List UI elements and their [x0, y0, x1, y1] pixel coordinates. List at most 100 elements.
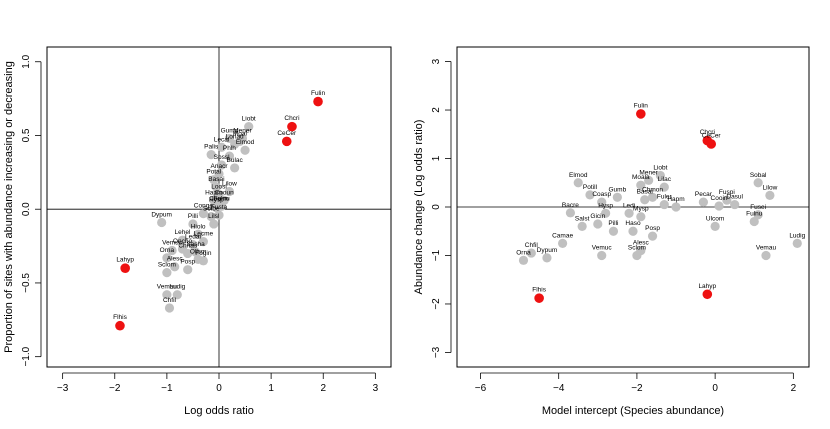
right-point-label-orna: Orna — [516, 249, 531, 256]
left-point-sclom — [162, 268, 172, 278]
right-point-vemuc — [597, 250, 607, 261]
left-highlight-label-fulin: Fulin — [311, 90, 325, 97]
left-point-label-fogin: Fogin — [195, 250, 212, 257]
right-point-ledi — [624, 208, 634, 218]
right-point-label-alesc: Alesc — [633, 240, 650, 247]
left-point-label-moal: Moal — [233, 130, 248, 137]
right-point-pecar — [698, 197, 709, 207]
right-point-camae — [558, 238, 568, 248]
right-y-tick-label: −1 — [431, 249, 442, 261]
left-point-label-vemuc: Vemuc — [162, 240, 183, 247]
right-point-potill — [585, 190, 595, 200]
right-point-label-ledi: Ledi — [623, 202, 635, 209]
right-point-label-lilac: Lilac — [658, 176, 672, 183]
left-point-label-alesc: Alesc — [167, 256, 184, 263]
right-point-salst — [577, 221, 587, 231]
right-x-tick-label: −6 — [475, 383, 487, 394]
right-highlight-label-flhis: Flhis — [532, 287, 546, 294]
left-point-label-lonad: Lonad — [226, 133, 244, 140]
right-point-label-mysp: Mysp — [633, 206, 649, 213]
left-point-vemuc — [167, 245, 177, 256]
right-point-label-fuler: Fuler — [657, 194, 673, 201]
right-highlight-point-lahyp — [702, 289, 713, 300]
right-point-fuler — [659, 199, 669, 210]
right-point-label-ulcom: Ulcom — [706, 215, 724, 222]
right-x-axis-title: Model intercept (Species abundance) — [542, 405, 724, 417]
right-point-label-sobal: Sobal — [750, 172, 767, 179]
right-point-alesc — [636, 246, 646, 256]
right-point-label-gumb: Gumb — [609, 186, 627, 193]
right-point-chfil — [526, 248, 536, 258]
left-x-tick-label: −3 — [57, 383, 69, 394]
right-point-elmod — [573, 178, 583, 188]
left-x-tick-label: 1 — [268, 383, 274, 394]
right-point-label-basai: Basai — [637, 189, 653, 196]
right-point-moala — [636, 180, 646, 190]
left-point-label-basai: Basai — [208, 176, 224, 183]
right-point-vemau — [761, 250, 771, 261]
right-point-posp — [647, 231, 658, 241]
left-point-label-fulnu: Fulnu — [213, 195, 230, 202]
left-point-label-solbe: Solbe — [203, 206, 220, 213]
right-point-label-dasul: Dasul — [726, 194, 743, 201]
left-point-solbe — [206, 211, 216, 222]
left-point-label-lehel: Lehel — [175, 229, 191, 236]
left-point-fogin — [198, 256, 208, 266]
left-highlight-point-chcri — [287, 121, 297, 132]
right-point-label-lilow: Lilow — [762, 184, 777, 191]
right-point-label-elmod: Elmod — [569, 172, 588, 179]
left-point-chfil — [164, 303, 175, 313]
left-point-label-loosl: Loosl — [211, 183, 227, 190]
left-x-tick-label: −2 — [109, 383, 121, 394]
left-point-elmod — [240, 145, 250, 155]
left-point-orna — [162, 253, 172, 263]
right-point-label-sclom: Sclom — [628, 244, 646, 251]
right-point-label-liobt: Liobt — [653, 164, 667, 171]
right-point-label-haso: Haso — [625, 220, 641, 227]
right-point-label-vemau: Vemau — [756, 244, 777, 251]
right-point-label-camae: Camae — [552, 232, 573, 239]
right-point-mener — [644, 175, 654, 185]
left-point-gump — [224, 133, 235, 144]
right-point-label-fulnu: Fulnu — [746, 211, 763, 218]
left-point-fulnu — [217, 201, 227, 211]
left-point-posp — [183, 265, 193, 275]
left-point-label-elmod: Elmod — [236, 139, 255, 146]
left-point-lehel — [177, 235, 188, 245]
left-point-hiolo — [193, 229, 203, 239]
left-highlight-point-flhis — [115, 320, 125, 331]
right-highlight-label-fulin: Fulin — [634, 102, 648, 109]
right-point-mysp — [636, 212, 646, 222]
right-point-label-chmon: Chmon — [642, 186, 663, 193]
left-point-label-vemau: Vemau — [157, 284, 178, 291]
right-point-label-pecar: Pecar — [695, 191, 713, 198]
left-highlight-label-cecer: CeCer — [277, 130, 297, 137]
right-x-tick-label: −4 — [553, 383, 565, 394]
left-point-lecal — [217, 142, 227, 152]
left-highlight-label-chcri: Chcri — [284, 115, 299, 122]
right-point-orna — [518, 255, 529, 265]
left-point-label-anacr: Anacr — [211, 163, 229, 170]
right-point-coasp — [597, 197, 607, 207]
left-point-moal — [235, 136, 245, 146]
right-point-cooin — [714, 201, 724, 211]
right-point-lilac — [659, 182, 669, 192]
right-highlight-label-lahyp: Lahyp — [698, 283, 716, 290]
left-point-ludig — [172, 290, 182, 300]
left-point-hapm — [209, 195, 219, 205]
left-point-label-ludig: Ludig — [169, 284, 185, 291]
right-point-ulcom — [710, 221, 720, 231]
left-point-label-dypum: Dypum — [151, 211, 172, 218]
left-point-label-conge: Conge — [194, 203, 214, 210]
left-y-tick-label: 0.0 — [21, 202, 32, 216]
right-point-label-potill: Potill — [583, 184, 598, 191]
right-point-label-chfil: Chfil — [525, 242, 539, 249]
left-y-tick-label: 0.5 — [21, 128, 32, 142]
right-point-label-ludig: Ludig — [789, 232, 805, 239]
right-x-tick-label: 2 — [791, 383, 797, 394]
left-y-tick-label: −0.5 — [21, 273, 32, 293]
right-point-fuspi — [722, 195, 732, 205]
left-point-label-potal: Potal — [206, 169, 221, 176]
right-point-chmon — [647, 192, 658, 202]
left-point-label-ledai: Ledai — [185, 234, 201, 241]
